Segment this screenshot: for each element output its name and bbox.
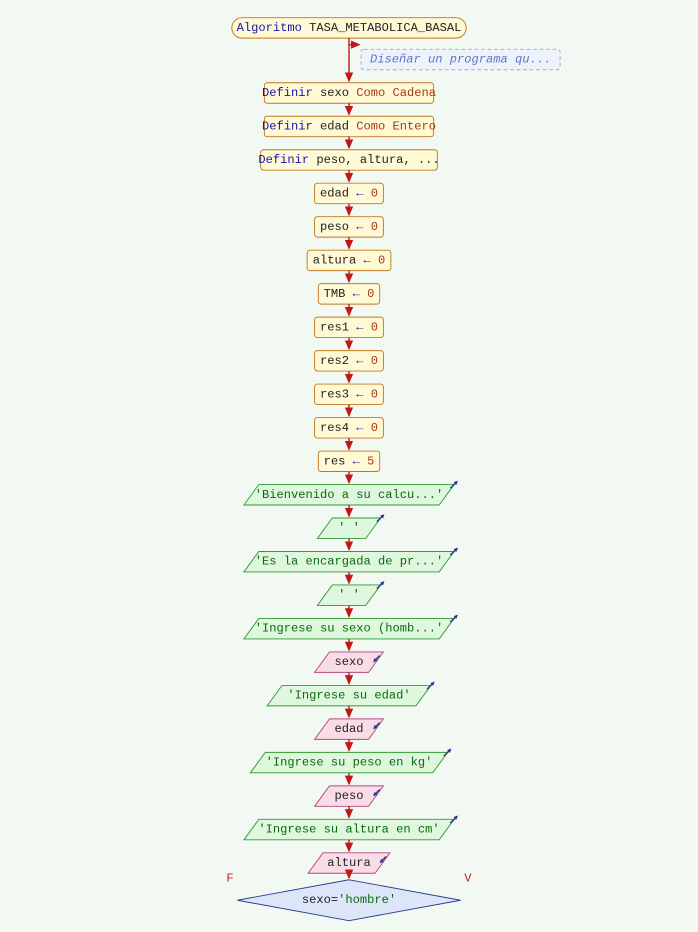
node-text: res1 ← 0 [320, 320, 378, 334]
node-text: TMB ← 0 [324, 287, 375, 301]
node-text: 'Bienvenido a su calcu...' [255, 488, 443, 502]
node-text: edad [335, 722, 364, 736]
flowchart-canvas: Algoritmo TASA_METABOLICA_BASAL Diseñar u… [0, 0, 698, 932]
node-text: 'Es la encargada de pr...' [255, 555, 443, 569]
node-text: 'Ingrese su peso en kg' [266, 756, 433, 770]
node-text: edad ← 0 [320, 186, 378, 200]
node-text: altura ← 0 [313, 253, 386, 267]
node-text: sexo='hombre' [302, 893, 396, 907]
node-text: Diseñar un programa qu... [370, 53, 551, 67]
node-text: 'Ingrese su sexo (homb...' [255, 622, 443, 636]
node-text: peso [335, 789, 364, 803]
node-text: 'Ingrese su edad' [287, 689, 410, 703]
node-text: res ← 5 [324, 454, 375, 468]
node-text: Definir edad Como Entero [262, 119, 436, 133]
false-label: F [226, 872, 233, 886]
node-text: Definir sexo Como Cadena [262, 86, 436, 100]
node-text: 'Ingrese su altura en cm' [258, 823, 439, 837]
node-text: res2 ← 0 [320, 354, 378, 368]
node-text: ' ' [338, 521, 360, 535]
node-text: peso ← 0 [320, 220, 378, 234]
node-text: res4 ← 0 [320, 421, 378, 435]
node-text: Algoritmo TASA_METABOLICA_BASAL [237, 21, 462, 35]
node-text: sexo [335, 655, 364, 669]
node-text: altura [327, 856, 371, 870]
node-text: res3 ← 0 [320, 387, 378, 401]
node-text: ' ' [338, 588, 360, 602]
true-label: V [464, 872, 472, 886]
node-text: Definir peso, altura, ... [258, 153, 439, 167]
